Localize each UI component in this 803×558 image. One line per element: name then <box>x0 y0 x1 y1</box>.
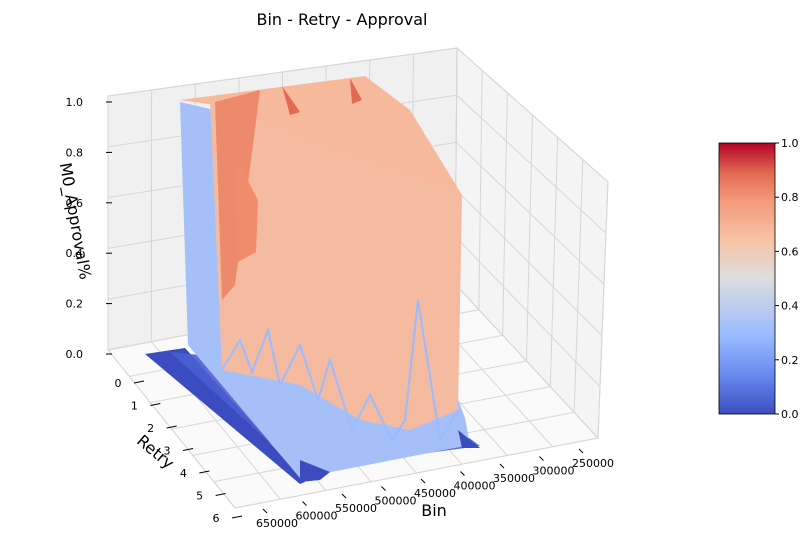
bin-tick-label: 650000 <box>256 517 298 530</box>
z-axis-label: M0_Approval% <box>55 161 95 281</box>
z-tick-label: 0.8 <box>66 146 84 159</box>
retry-tick-label: 5 <box>196 490 203 503</box>
z-tick-label: 1.0 <box>66 96 84 109</box>
bin-tick-label: 300000 <box>533 465 575 478</box>
z-tick-label: 0.6 <box>66 197 84 210</box>
bin-tick-label: 400000 <box>454 480 496 493</box>
colorbar: 0.0 0.2 0.4 0.6 0.8 1.0 <box>718 137 799 421</box>
bin-tick-mark <box>499 463 505 469</box>
colorbar-tick-label: 0.6 <box>781 245 799 258</box>
retry-tick-mark <box>199 470 210 474</box>
retry-tick-mark <box>133 380 145 384</box>
bin-axis-label: Bin <box>421 501 447 520</box>
surface-floor-segment <box>145 348 305 484</box>
z-axis-ticks: 0.0 0.2 0.4 0.6 0.8 1.0 <box>66 96 112 361</box>
surface-ridge <box>237 160 258 262</box>
surface-ridge <box>282 86 300 115</box>
bin-tick-label: 550000 <box>335 502 377 515</box>
retry-axis-label: Retry <box>133 431 178 473</box>
bin-tick-mark <box>420 478 426 484</box>
z-tick-label: 0.0 <box>66 348 84 361</box>
retry-tick-label: 2 <box>147 422 154 435</box>
surface-spikes <box>221 299 459 443</box>
colorbar-tick-label: 0.2 <box>781 354 799 367</box>
colorbar-tick-label: 0.0 <box>781 408 799 421</box>
surface-floor-segment <box>458 430 480 448</box>
retry-tick-label: 4 <box>180 467 187 480</box>
colorbar-tick-label: 0.4 <box>781 300 799 313</box>
z-tick-label: 0.2 <box>66 298 84 311</box>
retry-tick-mark <box>231 515 243 519</box>
surface-floor-segment <box>300 460 330 482</box>
bin-tick-mark <box>381 486 386 491</box>
colorbar-ticks: 0.0 0.2 0.4 0.6 0.8 1.0 <box>775 137 799 421</box>
bin-axis-ticks: 6500006000005500005000004500004000003500… <box>256 448 614 530</box>
retry-tick-mark <box>150 403 161 406</box>
bin-tick-mark <box>302 501 307 506</box>
bin-tick-label: 600000 <box>296 510 338 523</box>
bin-tick-mark <box>539 456 544 461</box>
bin-tick-label: 450000 <box>414 487 456 500</box>
retry-tick-label: 6 <box>213 512 220 525</box>
colorbar-tick-label: 1.0 <box>781 137 799 150</box>
bin-tick-label: 500000 <box>375 495 417 508</box>
colorbar-gradient <box>718 142 776 415</box>
retry-tick-mark <box>182 448 194 451</box>
z-tick-label: 0.4 <box>66 247 84 260</box>
y-gridline <box>234 181 609 509</box>
retry-tick-label: 1 <box>131 400 138 413</box>
surface-plot <box>145 76 480 484</box>
surface-wall-mid <box>210 90 462 430</box>
retry-tick-mark <box>215 493 226 496</box>
colorbar-tick-label: 0.8 <box>781 191 799 204</box>
retry-tick-label: 0 <box>115 377 122 390</box>
chart-title: Bin - Retry - Approval <box>256 10 427 29</box>
retry-tick-mark <box>166 425 177 429</box>
bin-tick-mark <box>341 493 347 499</box>
bin-tick-mark <box>262 508 268 514</box>
bin-tick-mark <box>460 471 465 476</box>
bin-tick-label: 250000 <box>572 457 614 470</box>
surface-ridge <box>350 78 362 104</box>
bin-tick-label: 350000 <box>493 472 535 485</box>
retry-tick-label: 3 <box>164 445 171 458</box>
bin-tick-mark <box>578 448 584 454</box>
